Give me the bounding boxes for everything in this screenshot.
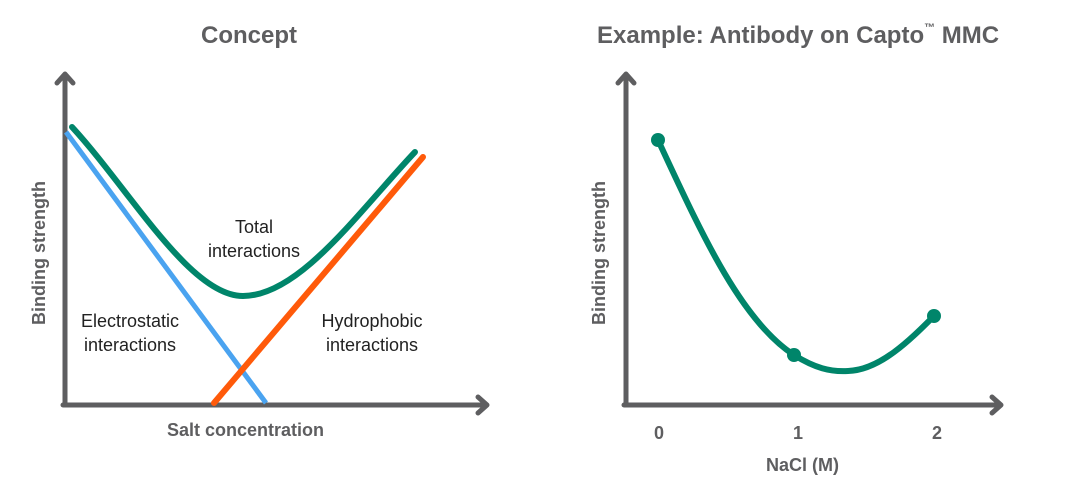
electrostatic-line [63, 130, 269, 405]
left-axes [54, 71, 490, 416]
left-x-axis-label: Salt concentration [167, 420, 325, 440]
right-y-axis-label: Binding strength [589, 181, 609, 325]
antibody-binding-curve [655, 137, 937, 375]
hydrophobic-label: Hydrophobic interactions [321, 311, 423, 355]
right-axes [615, 71, 1004, 416]
total-interactions-curve [69, 124, 418, 300]
left-x-arrow-icon [475, 394, 490, 416]
x-tick-1: 1 [793, 423, 804, 443]
data-point-2 [927, 309, 941, 323]
right-chart-title: Example: Antibody on Capto™ MMC [597, 22, 1000, 49]
data-point-0 [651, 133, 665, 147]
electrostatic-label: Electrostatic interactions [80, 311, 180, 355]
right-x-arrow-icon [989, 394, 1004, 416]
right-y-arrow-icon [615, 71, 637, 86]
left-chart-title: Concept [201, 22, 297, 49]
total-interactions-label: Total interactions [207, 217, 301, 261]
x-tick-0: 0 [654, 423, 665, 443]
data-point-1 [787, 348, 801, 362]
left-y-arrow-icon [54, 71, 76, 86]
left-y-axis-label: Binding strength [29, 181, 49, 325]
x-tick-2: 2 [932, 423, 943, 443]
right-x-axis-label: NaCl (M) [766, 455, 839, 475]
hydrophobic-line [211, 154, 426, 406]
